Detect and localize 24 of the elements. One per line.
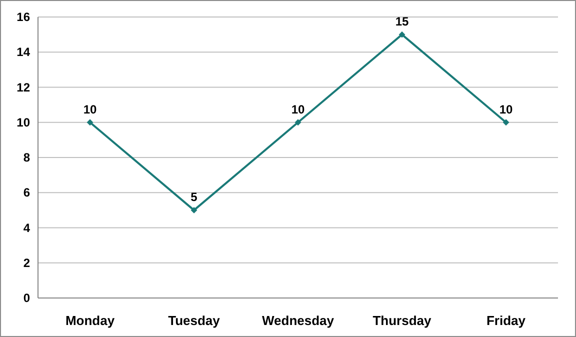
x-tick-label: Tuesday [168, 313, 221, 328]
x-tick-label: Friday [486, 313, 526, 328]
y-tick-label: 14 [16, 45, 30, 60]
x-tick-label: Thursday [372, 313, 432, 328]
data-label: 15 [395, 14, 409, 29]
x-tick-label: Wednesday [262, 313, 335, 328]
y-tick-label: 0 [23, 291, 30, 305]
y-tick-label: 16 [16, 10, 30, 24]
point [398, 31, 406, 38]
data-label: 10 [499, 102, 513, 116]
point [86, 119, 94, 126]
x-tick-label: Monday [65, 313, 116, 328]
data-label: 10 [291, 102, 305, 116]
data-label: 5 [190, 190, 198, 204]
y-tick-label: 2 [23, 256, 30, 270]
y-tick-label: 6 [23, 186, 30, 200]
y-tick-label: 8 [23, 150, 30, 164]
y-tick-label: 10 [16, 115, 30, 130]
y-tick-label: 4 [23, 220, 30, 235]
point [502, 119, 510, 126]
data-label: 10 [83, 102, 97, 116]
y-tick-label: 12 [16, 80, 30, 94]
point [294, 119, 302, 126]
point [190, 206, 198, 214]
